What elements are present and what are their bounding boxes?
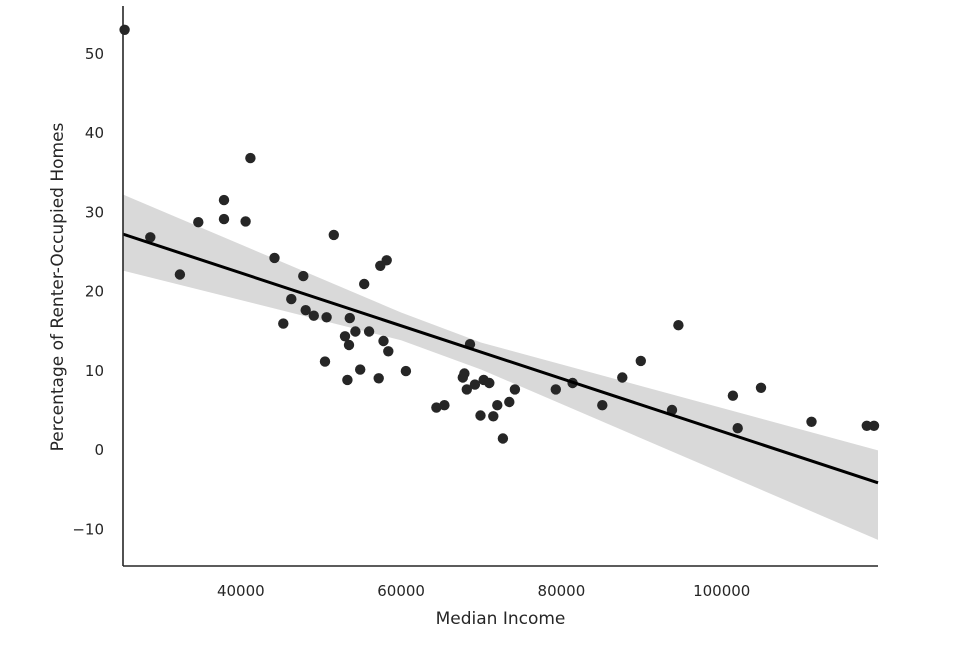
data-point xyxy=(488,411,499,422)
data-point xyxy=(373,373,384,384)
y-tick-label: 20 xyxy=(85,283,104,301)
data-point xyxy=(475,410,486,421)
confidence-band-layer xyxy=(123,194,878,540)
data-point xyxy=(218,213,230,225)
data-point xyxy=(509,384,521,395)
data-point xyxy=(145,232,156,243)
data-point xyxy=(363,326,375,337)
axes xyxy=(122,6,878,567)
y-tick-label: 0 xyxy=(94,441,104,459)
data-point xyxy=(218,194,230,206)
data-point xyxy=(504,396,515,408)
data-point xyxy=(298,270,309,282)
data-point xyxy=(597,400,608,411)
data-point xyxy=(328,229,339,241)
data-point xyxy=(300,305,311,316)
data-point xyxy=(400,365,412,377)
data-point xyxy=(355,364,366,375)
data-point xyxy=(484,377,495,389)
data-point xyxy=(492,400,503,411)
x-tick-label: 40000 xyxy=(217,582,265,600)
regression-line xyxy=(122,232,879,485)
x-tick-label: 80000 xyxy=(538,582,586,600)
data-point xyxy=(359,278,370,290)
y-tick-label: 40 xyxy=(85,124,104,142)
data-point xyxy=(861,420,872,431)
y-tick-label: 30 xyxy=(85,203,104,221)
data-point xyxy=(286,293,297,305)
data-point xyxy=(342,374,353,386)
data-point xyxy=(119,24,130,35)
y-tick-labels: −10 0 10 20 30 40 50 xyxy=(72,45,104,538)
data-point xyxy=(378,335,389,347)
x-tick-label: 60000 xyxy=(377,582,425,600)
data-point xyxy=(174,269,186,280)
data-point xyxy=(459,368,470,379)
data-point xyxy=(635,355,646,367)
data-point xyxy=(732,423,743,434)
data-point xyxy=(308,310,319,321)
data-point xyxy=(319,356,331,367)
data-point xyxy=(550,384,561,395)
x-axis-label: Median Income xyxy=(436,609,566,629)
data-point xyxy=(245,152,256,164)
data-point xyxy=(868,420,880,431)
data-point xyxy=(383,346,394,357)
data-point xyxy=(193,217,204,228)
x-tick-labels: 40000 60000 80000 100000 xyxy=(217,582,750,600)
data-point xyxy=(343,339,355,351)
data-point xyxy=(278,318,289,329)
data-point xyxy=(344,312,355,324)
y-axis-label: Percentage of Renter-Occupied Homes xyxy=(48,122,68,451)
data-point xyxy=(755,382,767,393)
regression-line-layer xyxy=(122,232,879,485)
data-point xyxy=(469,379,481,390)
data-point xyxy=(269,252,280,264)
data-point xyxy=(240,216,251,227)
y-tick-label: 10 xyxy=(85,362,104,380)
data-point xyxy=(727,390,739,401)
scatter-points xyxy=(119,24,880,444)
data-point xyxy=(350,326,361,337)
data-point xyxy=(806,416,817,427)
data-point xyxy=(617,372,628,383)
data-point xyxy=(461,384,472,395)
data-point xyxy=(381,255,392,266)
y-tick-label: 50 xyxy=(85,45,104,63)
y-tick-label: −10 xyxy=(72,520,104,538)
data-point xyxy=(673,320,684,331)
data-point xyxy=(431,402,442,413)
data-point xyxy=(439,400,450,411)
data-point xyxy=(497,433,509,444)
data-point xyxy=(321,312,332,323)
x-tick-label: 100000 xyxy=(693,582,750,600)
data-point xyxy=(339,331,351,342)
confidence-band xyxy=(123,194,878,540)
